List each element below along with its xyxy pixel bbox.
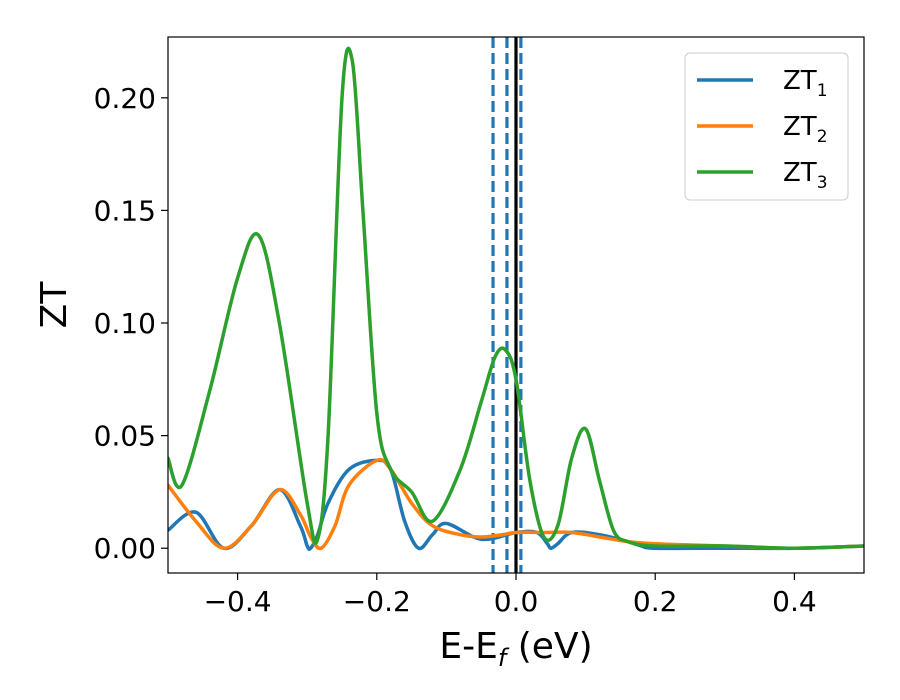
y-tick-label: 0.10 [94,307,156,340]
x-tick-label: 0.2 [633,585,678,618]
legend-label-zt2: ZT2 [783,112,828,147]
x-axis-label-unit: (eV) [506,626,592,667]
x-tick-label: 0.4 [772,585,817,618]
legend: ZT1 ZT2 ZT3 [684,52,849,201]
x-axis: −0.4 −0.2 0.0 0.2 0.4 [204,573,817,618]
series-line-zt3 [168,46,864,550]
y-tick-label: 0.05 [94,420,156,453]
y-axis-label: ZT [34,281,75,329]
series-lines [168,46,864,552]
x-tick-label: −0.4 [204,585,272,618]
y-tick-label: 0.00 [94,532,156,565]
x-tick-label: 0.0 [494,585,539,618]
y-tick-label: 0.15 [94,194,156,227]
x-tick-label: −0.2 [343,585,411,618]
legend-label-zt1: ZT1 [783,66,828,101]
reference-lines [491,37,523,573]
legend-label-zt3: ZT3 [783,158,828,193]
legend-box [684,52,849,201]
x-axis-label: E-Ef (eV) [439,626,592,672]
y-axis: 0.00 0.05 0.10 0.15 0.20 [94,82,168,565]
y-tick-label: 0.20 [94,82,156,115]
